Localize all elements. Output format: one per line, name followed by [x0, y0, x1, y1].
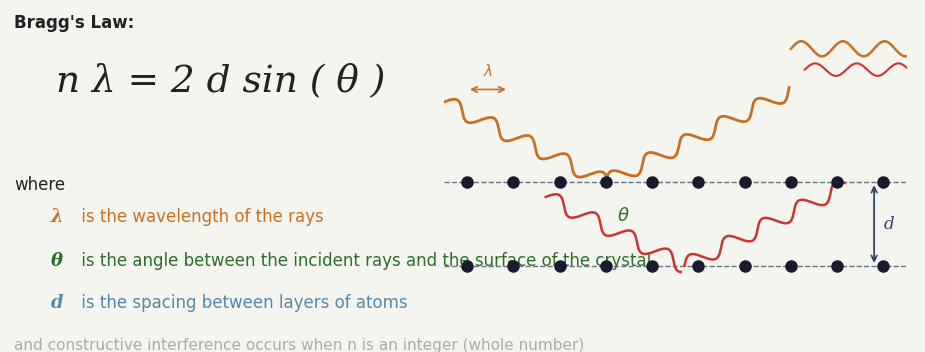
Text: where: where [14, 176, 65, 194]
Text: d: d [883, 215, 894, 233]
Text: Bragg's Law:: Bragg's Law: [14, 14, 134, 32]
Text: θ: θ [51, 252, 63, 270]
Text: is the wavelength of the rays: is the wavelength of the rays [76, 208, 324, 226]
Text: is the angle between the incident rays and the surface of the crystal: is the angle between the incident rays a… [76, 252, 651, 270]
Text: and constructive interference occurs when n is an integer (whole number): and constructive interference occurs whe… [14, 338, 584, 352]
Text: d: d [51, 294, 64, 312]
Text: is the spacing between layers of atoms: is the spacing between layers of atoms [76, 294, 408, 312]
Text: λ: λ [51, 208, 64, 226]
Text: $\lambda$: $\lambda$ [483, 63, 493, 79]
Text: n λ = 2 d sin ( θ ): n λ = 2 d sin ( θ ) [56, 63, 385, 99]
Text: $\theta$: $\theta$ [618, 207, 630, 225]
